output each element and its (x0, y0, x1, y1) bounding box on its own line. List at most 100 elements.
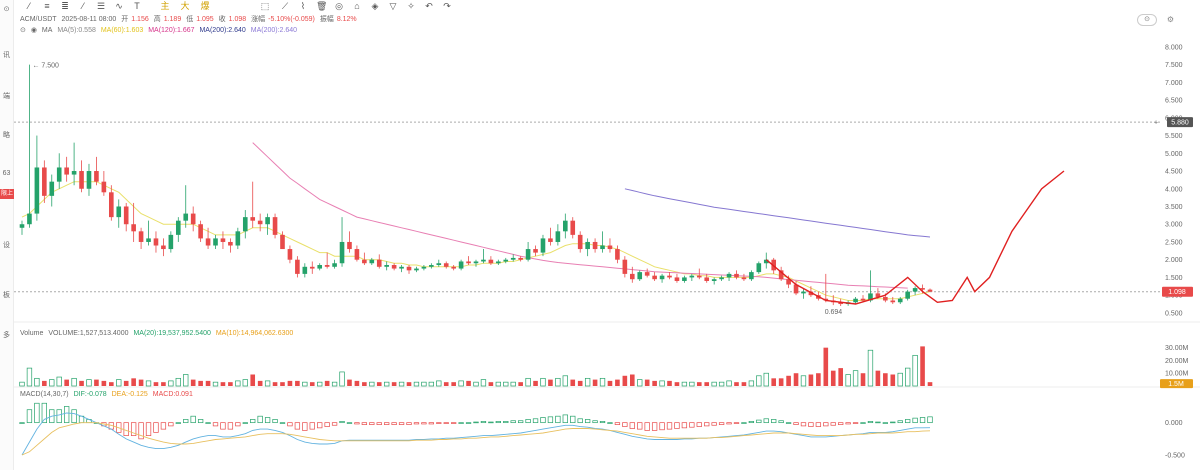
rail-label-board[interactable]: 板 (3, 292, 10, 299)
parallel-icon[interactable]: ≣ (61, 1, 69, 11)
volume-bar (317, 381, 323, 387)
tag-burst[interactable]: 爆 (200, 1, 210, 11)
y-tick-label: 3.000 (1165, 222, 1183, 229)
ma-title[interactable]: MA (41, 27, 53, 34)
sparkle-icon[interactable]: ✧ (407, 1, 415, 11)
chevron-down-icon[interactable]: ⊙ (20, 27, 26, 34)
candle-body (734, 273, 739, 278)
macd-histogram-bar (465, 422, 472, 424)
candle-body (503, 259, 509, 262)
undo-icon[interactable]: ↶ (425, 1, 433, 11)
rail-label-terminal[interactable]: 端 (3, 93, 10, 100)
volume-bar (257, 380, 263, 386)
macd-histogram-bar (785, 422, 792, 424)
tag-big[interactable]: 大 (180, 1, 190, 11)
volume-bar (473, 381, 479, 387)
macd-value: MACD:0.091 (152, 391, 193, 398)
toggle-icon[interactable]: ⊙ (1137, 14, 1157, 26)
candle-body (161, 245, 166, 250)
rail-label-settings[interactable]: 设 (3, 242, 10, 249)
ruler-icon[interactable]: ⌇ (300, 1, 306, 11)
macd-histogram-bar (875, 421, 881, 424)
rail-label-news[interactable]: 讯 (3, 52, 10, 59)
rail-label-63[interactable]: 63 (2, 170, 11, 177)
amp-key: 振幅 (319, 16, 334, 23)
volume-bar (34, 377, 40, 387)
candle-body (548, 238, 553, 242)
pin-icon[interactable]: ⊙ (3, 6, 10, 13)
text-icon[interactable]: T (134, 1, 140, 11)
macd-histogram-bar (741, 422, 747, 424)
macd-histogram-bar (890, 421, 896, 424)
candle-body (384, 265, 389, 267)
volume-bar (711, 381, 717, 387)
macd-histogram-bar (443, 422, 449, 424)
volume-bar (71, 377, 77, 387)
macd-histogram-bar (183, 419, 189, 424)
macd-histogram-bar (458, 422, 464, 424)
magnet-icon[interactable]: ◈ (371, 1, 379, 11)
candle-body (19, 224, 25, 228)
ma5-value: MA(5):0.558 (57, 27, 96, 34)
fib-icon[interactable]: ∿ (115, 1, 123, 11)
macd-histogram-bar (674, 422, 680, 429)
filter-icon[interactable]: ▽ (389, 1, 397, 11)
ray-icon[interactable]: ≡ (44, 1, 50, 11)
macd-dea: DEA:-0.125 (111, 391, 148, 398)
candle-body (86, 171, 92, 189)
ma300-value: MA(200):2.640 (250, 27, 298, 34)
volume-bar (324, 380, 330, 386)
redo-icon[interactable]: ↷ (443, 1, 451, 11)
volume-bar (280, 382, 285, 386)
candle-body (570, 220, 576, 235)
volume-bar (436, 380, 442, 387)
ma-header: ⊙ ◉ MA MA(5):0.558 MA(60):1.603 MA(120):… (20, 25, 300, 36)
candle-body (674, 277, 680, 281)
candle-body (146, 238, 151, 242)
macd-histogram-bar (242, 422, 248, 424)
eye-icon[interactable]: ◎ (335, 1, 343, 11)
volume-bar (726, 380, 732, 387)
pencil-line-icon[interactable]: ⁄ (28, 1, 30, 11)
y-tick-label: 6.500 (1165, 98, 1183, 105)
pattern-icon[interactable]: ⬚ (260, 1, 270, 11)
channel-icon[interactable]: ⁄ (82, 1, 84, 11)
rail-label-more[interactable]: 多 (3, 332, 10, 339)
candle-body (153, 238, 159, 246)
volume-bar (875, 370, 881, 386)
volume-bar (391, 382, 397, 386)
lock-icon[interactable]: ⌂ (354, 1, 360, 11)
candle-body (123, 206, 129, 225)
macd-histogram-bar (577, 418, 583, 424)
rail-badge[interactable]: 限上 (0, 189, 14, 199)
volume-bar (718, 381, 725, 387)
macd-histogram-bar (428, 422, 435, 425)
brush-icon[interactable]: ☰ (96, 1, 106, 11)
left-sidebar: ⊙ 讯 端 略 63 限上 设 板 多 (0, 0, 14, 470)
volume-bar (816, 373, 821, 386)
macd-histogram-bar (227, 422, 234, 430)
candle-body (786, 279, 791, 285)
volume-title[interactable]: Volume (20, 330, 44, 337)
volume-bar (548, 379, 553, 386)
volume-bar (800, 375, 807, 387)
candle-body (414, 268, 419, 271)
measure-icon[interactable]: ⟋ (281, 1, 289, 11)
symbol-label[interactable]: ACM/USDT (20, 16, 57, 23)
volume-current-tag (1160, 379, 1193, 389)
tag-main[interactable]: 主 (160, 1, 170, 11)
settings-icon[interactable]: ⚙ (1166, 15, 1175, 24)
macd-histogram-bar (919, 417, 926, 424)
eye-icon[interactable]: ◉ (30, 27, 37, 34)
macd-title[interactable]: MACD(14,30,7) (20, 391, 69, 398)
macd-histogram-bar (235, 422, 241, 427)
volume-bar (466, 380, 471, 386)
candle-body (644, 272, 650, 276)
macd-histogram-bar (756, 419, 762, 424)
candle-body (652, 275, 657, 280)
rail-label-strategy[interactable]: 略 (3, 132, 10, 139)
trash-icon[interactable]: 🗑 (316, 1, 328, 11)
volume-bar (302, 381, 308, 387)
candle-body (719, 277, 724, 280)
